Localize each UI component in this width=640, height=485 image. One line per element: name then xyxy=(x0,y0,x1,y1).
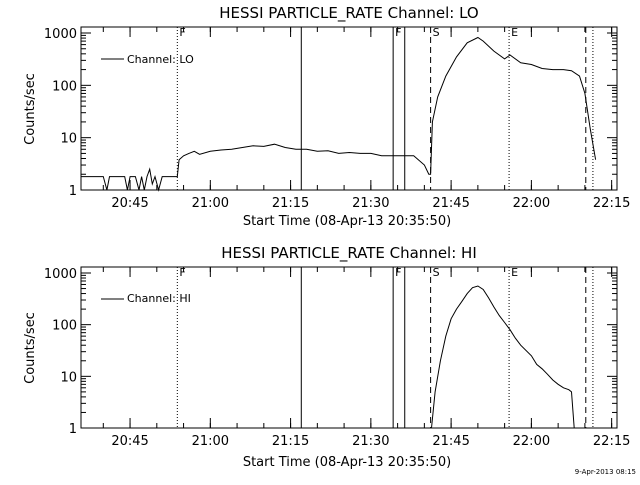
y-tick-label: 100 xyxy=(52,319,77,334)
x-tick-label: 22:15 xyxy=(593,434,630,449)
x-axis-label-hi: Start Time (08-Apr-13 20:35:50) xyxy=(243,455,451,470)
y-tick-label: 1 xyxy=(69,422,77,437)
x-tick-label: 22:00 xyxy=(513,434,550,449)
series-line-lo xyxy=(81,36,597,192)
event-label-s: S xyxy=(433,26,440,39)
x-tick-label: 21:30 xyxy=(352,196,389,211)
plot-frame-lo xyxy=(80,26,618,191)
y-tick-label: 1 xyxy=(69,184,77,199)
y-tick-label: 10 xyxy=(60,370,77,385)
x-tick-label: 20:45 xyxy=(111,434,148,449)
x-tick-label: 21:00 xyxy=(192,434,229,449)
event-label-f: F xyxy=(395,26,401,39)
y-tick-label: 10 xyxy=(60,132,77,147)
event-label-f: F xyxy=(395,266,401,279)
chart-title-lo: HESSI PARTICLE_RATE Channel: LO xyxy=(219,4,478,23)
y-tick-label: 100 xyxy=(52,79,77,94)
x-axis-label-lo: Start Time (08-Apr-13 20:35:50) xyxy=(243,214,451,229)
y-tick-label: 1000 xyxy=(44,27,77,42)
event-label-f: F xyxy=(179,266,185,279)
chart-title-hi: HESSI PARTICLE_RATE Channel: HI xyxy=(221,244,477,263)
event-label-e: E xyxy=(511,26,518,39)
y-tick-label: 1000 xyxy=(44,267,77,282)
plot-frame-hi xyxy=(80,266,618,429)
legend-label-hi: Channel: HI xyxy=(127,292,191,305)
event-label-f: F xyxy=(179,26,185,39)
x-tick-label: 21:45 xyxy=(432,196,469,211)
x-tick-label: 21:30 xyxy=(352,434,389,449)
y-axis-label-hi: Counts/sec xyxy=(23,312,38,384)
legend-label-lo: Channel: LO xyxy=(127,53,194,66)
x-tick-label: 22:15 xyxy=(593,196,630,211)
footer-timestamp: 9-Apr-2013 08:15 xyxy=(575,468,636,476)
x-tick-label: 22:00 xyxy=(513,196,550,211)
event-label-e: E xyxy=(511,266,518,279)
event-label-s: S xyxy=(433,266,440,279)
x-tick-label: 21:15 xyxy=(272,434,309,449)
x-tick-label: 21:45 xyxy=(432,434,469,449)
x-tick-label: 21:00 xyxy=(192,196,229,211)
x-tick-label: 21:15 xyxy=(272,196,309,211)
y-axis-label-lo: Counts/sec xyxy=(23,73,38,145)
series-line-hi xyxy=(431,285,575,429)
x-tick-label: 20:45 xyxy=(111,196,148,211)
